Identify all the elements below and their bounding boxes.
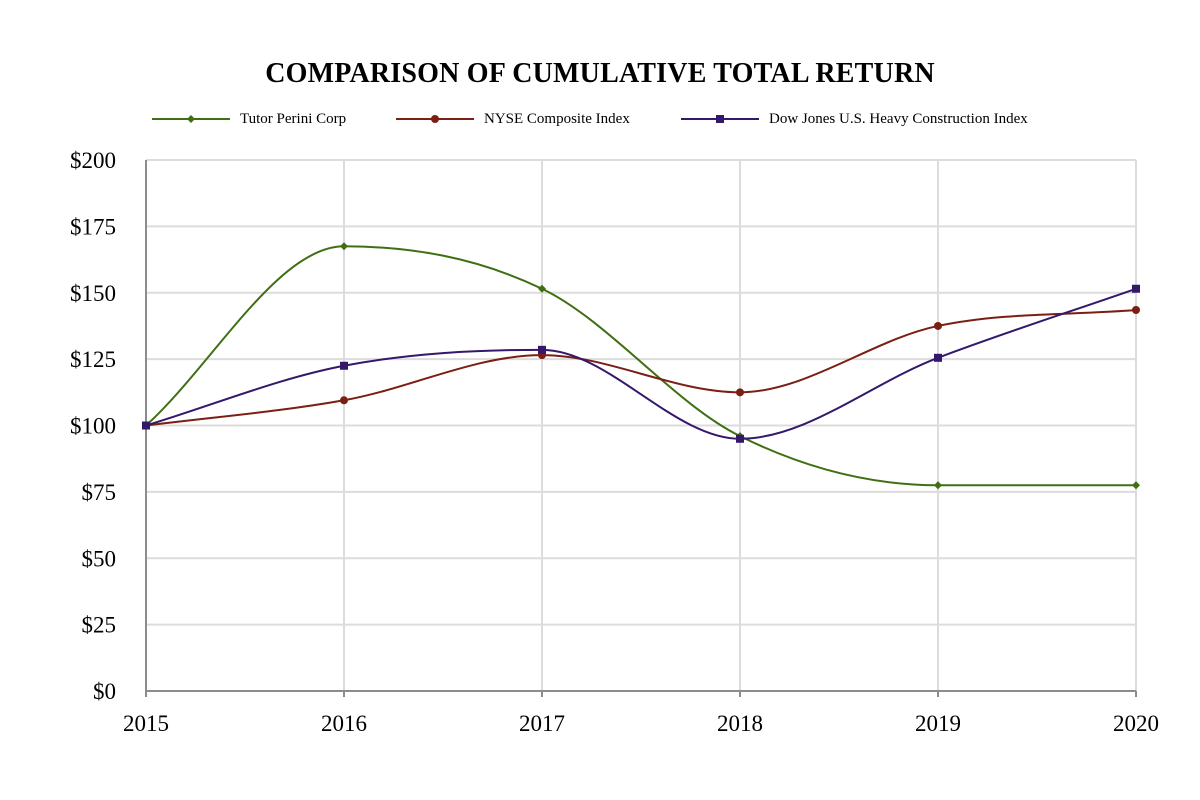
series-line-tutor-perini bbox=[145, 245, 1136, 487]
legend-item-dow-jones: Dow Jones U.S. Heavy Construction Index bbox=[681, 108, 1028, 130]
x-tick-label-3: 2018 bbox=[717, 711, 763, 736]
x-tick-label-5: 2020 bbox=[1113, 711, 1159, 736]
x-tick-label-1: 2016 bbox=[321, 711, 367, 736]
legend-label-nyse: NYSE Composite Index bbox=[484, 110, 630, 127]
legend-marker-nyse bbox=[431, 115, 439, 123]
y-tick-label-0: $0 bbox=[93, 679, 116, 704]
legend-marker-tutor-perini bbox=[187, 115, 195, 123]
data-point-dow-jones-2018 bbox=[736, 434, 744, 443]
legend-item-tutor-perini: Tutor Perini Corp bbox=[152, 108, 346, 130]
data-point-dow-jones-2017 bbox=[538, 345, 546, 354]
data-point-dow-jones-2020 bbox=[1132, 284, 1140, 293]
y-tick-label-2: $50 bbox=[82, 546, 117, 571]
legend-marker-dow-jones bbox=[716, 115, 724, 123]
x-tick-label-2: 2017 bbox=[519, 711, 565, 736]
data-point-tutor-perini-2020 bbox=[1132, 481, 1140, 490]
data-point-dow-jones-2019 bbox=[934, 353, 942, 362]
y-tick-label-4: $100 bbox=[70, 414, 116, 439]
data-point-nyse-2020 bbox=[1132, 306, 1140, 315]
legend-swatch-nyse bbox=[396, 115, 474, 123]
y-tick-label-3: $75 bbox=[82, 480, 117, 505]
x-tick-label-4: 2019 bbox=[915, 711, 961, 736]
y-tick-label-8: $200 bbox=[70, 148, 116, 173]
y-tick-label-1: $25 bbox=[82, 613, 117, 638]
data-point-nyse-2016 bbox=[340, 396, 348, 405]
legend: Tutor Perini Corp NYSE Composite Index D… bbox=[0, 108, 1200, 130]
data-point-tutor-perini-2019 bbox=[934, 481, 942, 490]
legend-swatch-tutor-perini bbox=[152, 115, 230, 123]
legend-label-tutor-perini: Tutor Perini Corp bbox=[240, 110, 347, 127]
legend-swatch-dow-jones bbox=[681, 115, 759, 123]
y-tick-label-6: $150 bbox=[70, 281, 116, 306]
data-point-tutor-perini-2017 bbox=[538, 284, 546, 293]
chart-title: COMPARISON OF CUMULATIVE TOTAL RETURN bbox=[265, 58, 935, 89]
series-line-nyse bbox=[145, 309, 1137, 427]
data-point-dow-jones-2016 bbox=[340, 361, 348, 370]
y-tick-label-5: $125 bbox=[70, 347, 116, 372]
data-point-nyse-2019 bbox=[934, 321, 942, 330]
series-line-dow-jones bbox=[145, 287, 1137, 440]
data-point-nyse-2018 bbox=[736, 388, 744, 397]
data-point-dow-jones-2015 bbox=[142, 421, 150, 430]
legend-label-dow-jones: Dow Jones U.S. Heavy Construction Index bbox=[769, 110, 1028, 127]
legend-item-nyse: NYSE Composite Index bbox=[396, 108, 630, 130]
y-tick-label-7: $175 bbox=[70, 214, 116, 239]
data-point-tutor-perini-2016 bbox=[340, 242, 348, 251]
x-tick-label-0: 2015 bbox=[123, 711, 169, 736]
